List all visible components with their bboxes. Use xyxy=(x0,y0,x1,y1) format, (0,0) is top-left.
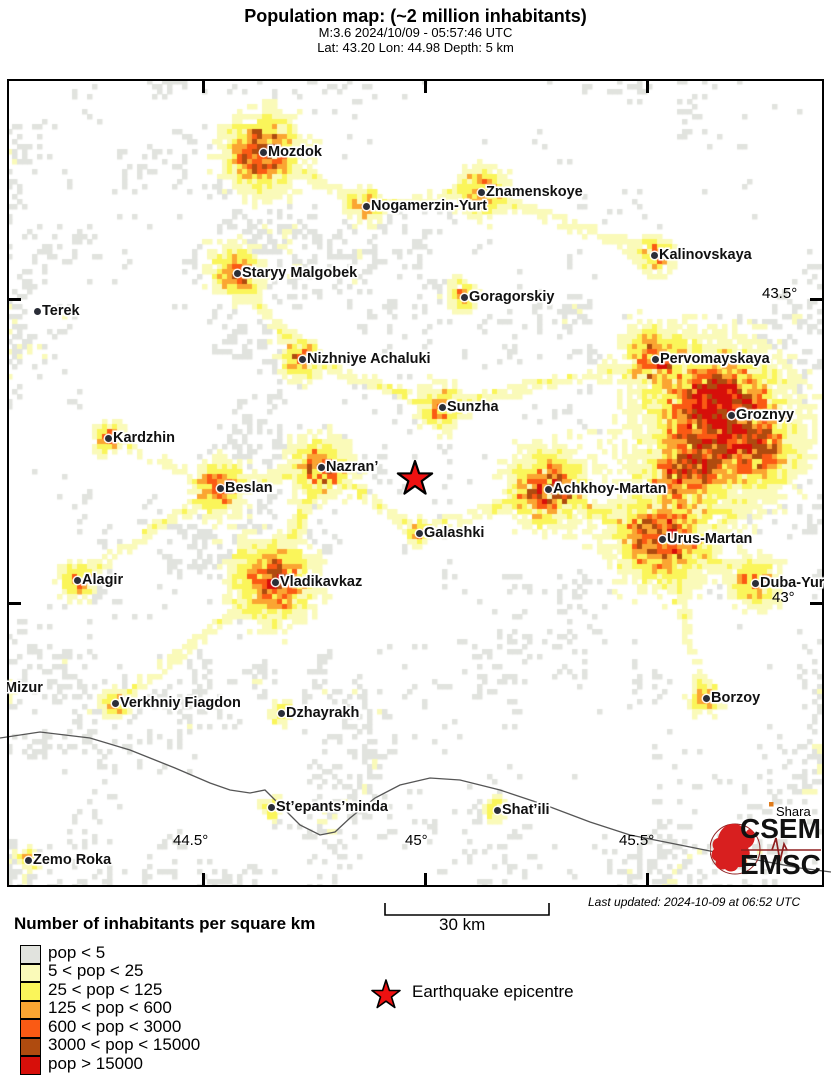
svg-text:CSEM: CSEM xyxy=(740,813,821,844)
svg-text:EMSC: EMSC xyxy=(740,849,821,878)
